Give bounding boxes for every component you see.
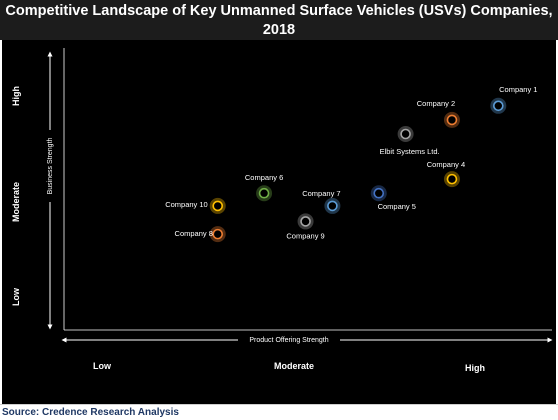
point-company-2: Company 2 [417,99,460,128]
point-label: Elbit Systems Ltd. [380,147,440,156]
scatter-chart: Business Strength Product Offering Stren… [11,48,553,373]
marker [212,200,224,212]
y-axis-label: Business Strength [47,137,54,194]
marker-glow [443,111,460,128]
marker-glow [443,171,460,188]
point-label: Company 1 [499,85,537,94]
xlabel-background [238,333,340,347]
point-label: Company 6 [245,173,283,182]
point-company-5: Company 5 [370,185,416,211]
point-company-8: Company 8 [175,226,226,243]
marker [446,114,458,126]
marker [300,216,311,227]
x-axis-label: Product Offering Strength [249,337,328,344]
ylabel-background [42,130,58,202]
marker [212,228,224,240]
y-tick-low: Low [11,287,21,306]
marker-glow [370,185,387,202]
point-label: Company 7 [302,189,340,198]
marker [400,128,411,140]
point-company-9: Company 9 [286,213,325,240]
point-company-6: Company 6 [245,173,283,202]
point-label: Company 9 [286,231,324,240]
marker-glow [397,126,414,143]
marker [258,187,270,199]
y-tick-high: High [11,86,21,106]
x-tick-low: Low [93,361,112,371]
marker [327,200,338,212]
point-company-4: Company 4 [427,160,465,188]
chart-title: Competitive Landscape of Key Unmanned Su… [0,0,558,40]
point-label: Company 4 [427,160,465,169]
marker-glow [297,213,314,230]
point-label: Company 5 [378,202,416,211]
chart-panel: Business Strength Product Offering Stren… [2,40,556,404]
point-label: Company 8 [175,229,213,238]
marker [446,173,458,185]
marker [373,187,385,199]
marker-glow [324,197,341,214]
point-label: Company 2 [417,99,455,108]
point-company-10: Company 10 [165,197,226,214]
marker-glow [209,226,226,243]
points-layer: Company 1 Company 2 Elbit Systems Ltd. Comp… [165,85,537,243]
point-label: Company 10 [165,200,208,209]
point-company-1: Company 1 [490,85,537,114]
point-elbit-systems-ltd: Elbit Systems Ltd. [380,126,440,156]
marker [493,100,504,112]
source-note: Source: Credence Research Analysis [0,404,558,420]
marker-glow [209,197,226,214]
point-company-7: Company 7 [302,189,341,214]
marker-glow [256,185,273,202]
x-tick-high: High [465,363,485,373]
x-tick-moderate: Moderate [274,361,314,371]
marker-glow [490,97,507,114]
y-tick-moderate: Moderate [11,182,21,222]
